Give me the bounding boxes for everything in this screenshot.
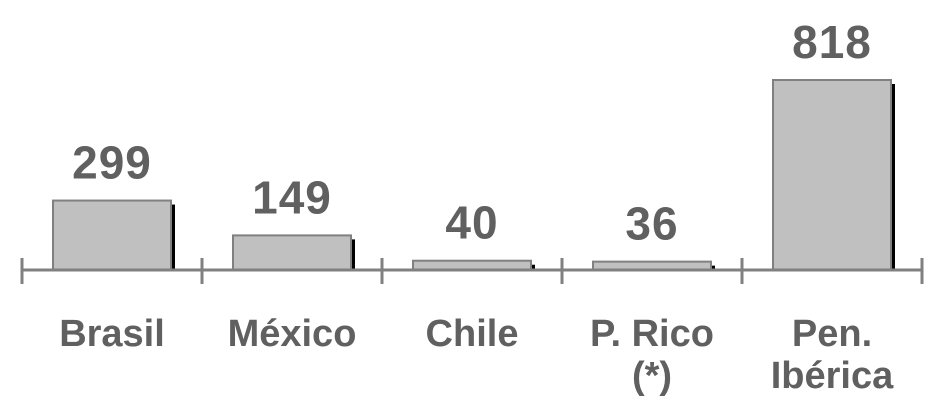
bar-m-xico — [232, 234, 352, 272]
bar-brasil — [52, 199, 172, 271]
bars-group — [52, 79, 895, 272]
value-label: 149 — [252, 171, 332, 223]
value-label: 40 — [445, 197, 498, 249]
category-label: Ibérica — [771, 355, 894, 397]
category-label: Chile — [426, 313, 519, 355]
category-label: México — [228, 313, 357, 355]
value-label: 818 — [792, 16, 872, 68]
x-axis — [20, 258, 924, 284]
category-labels-group: Brasil México Chile P. Rico(*) Pen.Ibérica — [59, 313, 894, 397]
value-labels-group: 299 149 40 36 818 — [72, 16, 872, 250]
category-label: P. Rico — [590, 313, 714, 355]
bar-pen-ib-rica — [772, 79, 892, 271]
category-label: Brasil — [59, 313, 165, 355]
value-label: 36 — [625, 198, 678, 250]
category-label: Pen. — [792, 313, 872, 355]
value-label: 299 — [72, 137, 152, 189]
category-label: (*) — [632, 355, 672, 397]
